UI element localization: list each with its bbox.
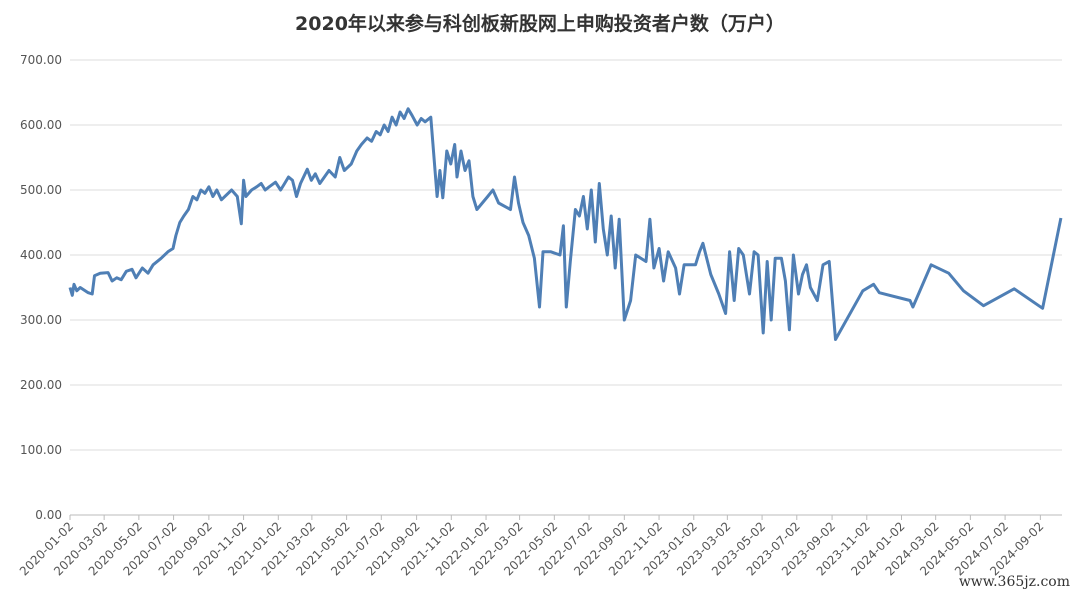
y-tick-label: 200.00 bbox=[20, 378, 62, 392]
chart-title: 2020年以来参与科创板新股网上申购投资者户数（万户） bbox=[295, 12, 785, 35]
watermark: www.365jz.com bbox=[959, 574, 1070, 590]
y-tick-label: 600.00 bbox=[20, 118, 62, 132]
y-tick-label: 0.00 bbox=[35, 508, 62, 522]
y-tick-label: 400.00 bbox=[20, 248, 62, 262]
line bbox=[68, 107, 1063, 341]
y-tick-label: 300.00 bbox=[20, 313, 62, 327]
y-tick-label: 500.00 bbox=[20, 183, 62, 197]
y-tick-label: 100.00 bbox=[20, 443, 62, 457]
y-tick-label: 700.00 bbox=[20, 53, 62, 67]
